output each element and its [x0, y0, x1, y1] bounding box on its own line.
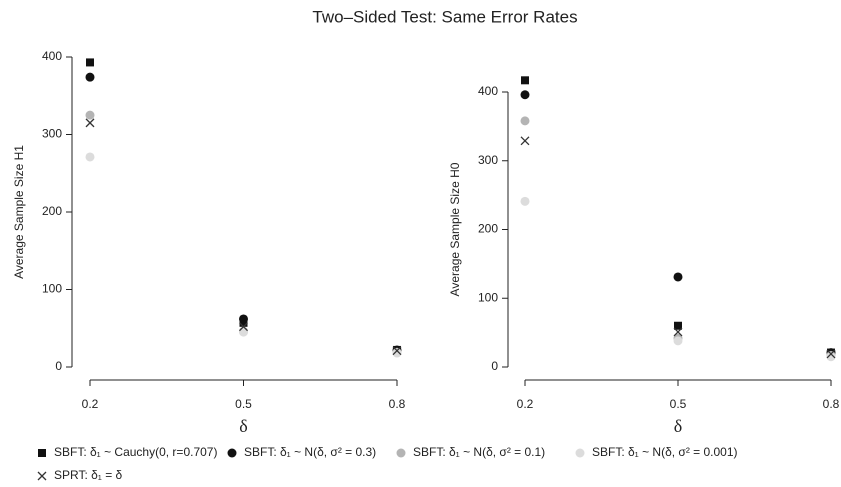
point — [392, 348, 402, 358]
point — [239, 327, 248, 337]
x-tick-label: 0.2 — [82, 397, 99, 411]
point — [673, 336, 683, 346]
y-tick-label: 400 — [42, 49, 62, 63]
x-tick-label: 0.8 — [823, 397, 840, 411]
x-tick-label: 0.5 — [235, 397, 252, 411]
point — [674, 321, 682, 330]
point — [85, 152, 95, 162]
legend-label: SBFT: δ₁ ~ N(δ, σ² = 0.3) — [244, 445, 376, 459]
point — [239, 314, 248, 324]
legend-label: SBFT: δ₁ ~ N(δ, σ² = 0.001) — [592, 445, 738, 459]
x-axis-label: δ — [239, 416, 247, 436]
y-axis-label: Average Sample Size H0 — [448, 162, 462, 296]
y-axis-label: Average Sample Size H1 — [12, 145, 26, 279]
point — [826, 349, 836, 359]
point — [85, 118, 95, 128]
y-tick-label: 300 — [478, 153, 498, 167]
x-tick-label: 0.8 — [389, 397, 406, 411]
point — [826, 352, 836, 362]
point — [521, 76, 529, 85]
point — [392, 346, 402, 356]
x-tick-label: 0.2 — [517, 397, 534, 411]
y-tick-label: 0 — [491, 359, 498, 373]
y-tick-label: 200 — [42, 204, 62, 218]
y-tick-label: 300 — [42, 127, 62, 141]
y-tick-label: 400 — [478, 84, 498, 98]
point — [520, 90, 530, 100]
y-tick-label: 100 — [42, 282, 62, 296]
point — [85, 110, 95, 120]
y-tick-label: 0 — [55, 359, 62, 373]
point — [520, 136, 530, 146]
figure-title: Two–Sided Test: Same Error Rates — [312, 7, 577, 26]
legend-label: SBFT: δ₁ ~ N(δ, σ² = 0.1) — [413, 445, 545, 459]
point — [673, 327, 683, 337]
legend-marker — [37, 471, 47, 481]
legend-marker — [38, 449, 46, 457]
legend-marker — [227, 448, 237, 458]
point — [520, 196, 530, 206]
legend-marker — [575, 448, 585, 458]
x-axis-label: δ — [674, 416, 682, 436]
point — [520, 116, 530, 126]
point — [85, 72, 95, 82]
legend-label: SPRT: δ₁ = δ — [54, 468, 123, 482]
point — [673, 272, 683, 282]
legend-label: SBFT: δ₁ ~ Cauchy(0, r=0.707) — [54, 445, 217, 459]
point — [86, 58, 94, 67]
x-tick-label: 0.5 — [670, 397, 687, 411]
legend-marker — [396, 448, 406, 458]
point — [239, 322, 248, 332]
y-tick-label: 100 — [478, 290, 498, 304]
y-tick-label: 200 — [478, 222, 498, 236]
